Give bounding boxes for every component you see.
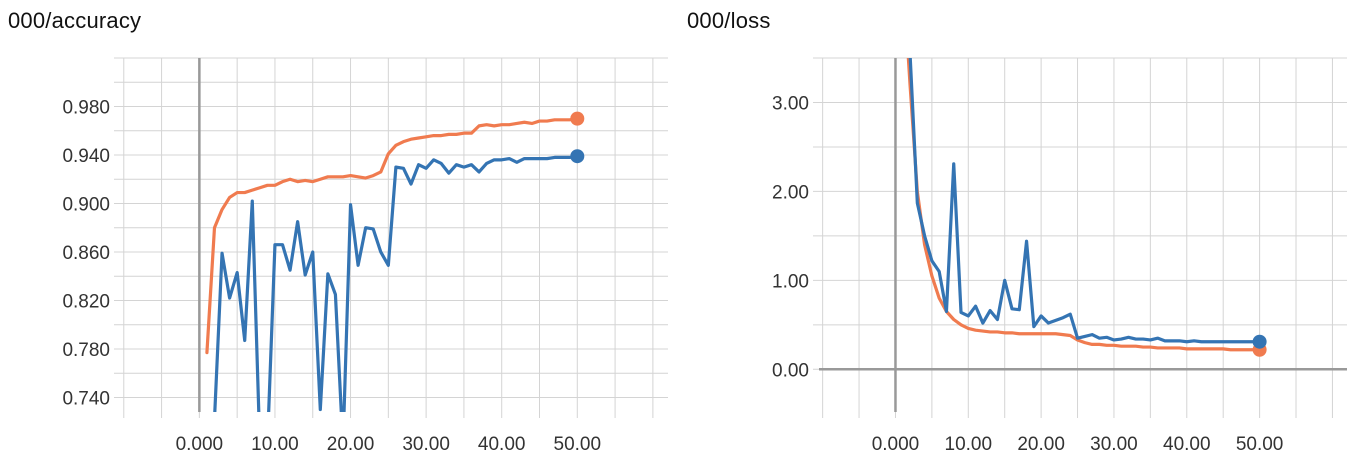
y-tick-label: 0.820	[62, 291, 110, 312]
loss-chart: 0.000 10.00 20.00 30.00 40.00 50.00 0.00 1.00 2.…	[772, 57, 1347, 455]
x-tick-label: 50.00	[554, 434, 602, 455]
y-tick-label: 0.00	[772, 360, 809, 381]
series-line-1	[213, 154, 579, 412]
x-tick-label: 30.00	[402, 434, 450, 455]
series-line-1	[908, 58, 1262, 344]
series-end-marker-1	[570, 149, 585, 164]
y-tick-label: 0.980	[62, 97, 110, 118]
x-tick-label: 20.00	[327, 434, 375, 455]
loss-chart-panel: 000/loss 0.000 10.00 20.00 30.00 40.00 50.00 0…	[679, 0, 1358, 458]
y-tick-label: 1.00	[772, 271, 809, 292]
x-tick-label: 50.00	[1236, 434, 1284, 455]
grid	[813, 57, 1347, 418]
series-line-0	[906, 58, 1262, 352]
accuracy-chart-panel: 000/accuracy 0.000 10.00 20.00 30.00 40.00 50…	[8, 8, 668, 455]
x-tick-label: 0.000	[872, 434, 920, 455]
chart-title: 000/loss	[687, 8, 771, 33]
y-tick-label: 0.860	[62, 243, 110, 264]
series-line-0	[205, 117, 579, 355]
x-tick-label: 10.00	[945, 434, 993, 455]
chart-title: 000/accuracy	[8, 8, 142, 33]
accuracy-chart: 0.000 10.00 20.00 30.00 40.00 50.00 0.740 0.780…	[62, 57, 668, 455]
y-tick-label: 2.00	[772, 182, 809, 203]
y-tick-label: 0.740	[62, 388, 110, 409]
series-end-marker-0	[570, 111, 585, 126]
y-tick-label: 0.900	[62, 194, 110, 215]
x-tick-label: 30.00	[1090, 434, 1138, 455]
x-tick-label: 40.00	[478, 434, 526, 455]
x-tick-label: 20.00	[1017, 434, 1065, 455]
y-tick-label: 3.00	[772, 93, 809, 114]
x-tick-label: 10.00	[251, 434, 299, 455]
series-end-marker-1	[1252, 334, 1267, 349]
x-tick-label: 0.000	[176, 434, 224, 455]
y-tick-label: 0.780	[62, 340, 110, 361]
y-tick-label: 0.940	[62, 146, 110, 167]
x-tick-label: 40.00	[1163, 434, 1211, 455]
